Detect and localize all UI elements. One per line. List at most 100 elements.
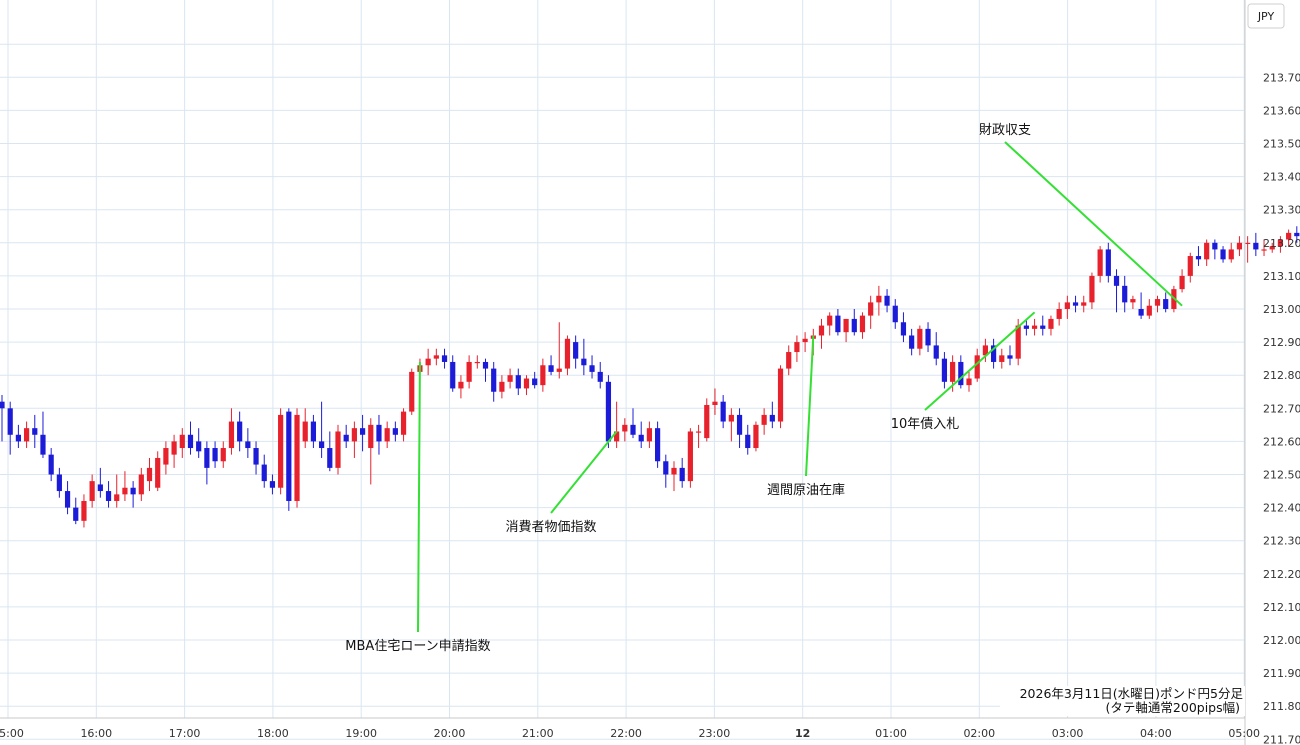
annotation-line [1004,141,1183,307]
y-tick-label: 211.900 [1263,667,1300,680]
candle-body [769,414,775,422]
candle-body [1072,302,1079,306]
candle-body [859,315,866,333]
annotation-line [550,430,618,514]
y-tick-label: 212.000 [1263,634,1300,647]
candle-body [523,378,530,389]
candle-body [384,428,390,442]
candle-body [1269,246,1275,250]
y-tick-label: 212.800 [1263,369,1300,382]
annotation-label: 週間原油在庫 [767,483,845,498]
candle-body [351,428,357,442]
candle-body [474,361,480,364]
candle-body [1064,302,1070,309]
x-tick-label: 21:00 [522,727,554,740]
candle-body [687,431,693,482]
candle-body [745,434,751,449]
candle-body [917,328,923,349]
candle-body [138,474,144,495]
y-tick-label: 213.700 [1263,71,1300,84]
candle-body [40,434,46,455]
candle-body [32,428,38,435]
candle-body [630,424,636,435]
x-tick-label: 12 [795,727,810,740]
candle-body [48,454,54,475]
candle-body [433,355,439,359]
annotation-label: 10年債入札 [891,417,960,432]
x-tick-label: 18:00 [257,727,289,740]
y-tick-label: 212.100 [1263,601,1300,614]
candle-body [7,408,13,435]
candle-body [1015,325,1021,359]
candle-body [1228,249,1234,260]
candle-body [73,507,79,521]
candle-body [1056,309,1062,319]
candle-body [909,335,915,349]
candle-body [900,322,907,336]
candle-body [1105,249,1111,276]
candle-body [507,375,513,382]
candle-body [761,414,767,425]
candle-body [187,434,194,449]
y-tick-label: 213.400 [1263,171,1300,184]
candle-body [974,355,980,379]
y-tick-label: 213.100 [1263,270,1300,283]
candle-body [622,424,628,432]
candle-body [1236,242,1243,250]
y-tick-label: 211.800 [1263,700,1300,713]
candle-body [868,302,874,316]
caption-background [1000,686,1245,716]
candle-body [1212,242,1218,250]
y-tick-label: 212.900 [1263,336,1300,349]
candle-body [777,368,784,422]
candle-body [400,411,407,435]
candle-body [704,404,710,439]
candle-body [892,305,898,323]
candle-body [1007,355,1013,359]
candle-body [695,431,702,433]
candle-body [884,295,890,306]
candle-body [1277,239,1284,247]
candle-body [999,355,1005,362]
candle-body [638,434,644,442]
candle-body [450,361,456,389]
x-tick-label: 04:00 [1140,727,1172,740]
candle-body [245,441,251,449]
candle-body [343,434,349,442]
candle-body [1163,299,1169,309]
candle-body [532,378,538,386]
x-tick-label: 23:00 [699,727,731,740]
y-tick-label: 213.200 [1263,237,1300,250]
candle-body [89,481,95,501]
candle-body [0,401,5,409]
candle-body [179,434,185,449]
candle-body [368,424,374,449]
y-tick-label: 212.200 [1263,568,1300,581]
candle-body [982,345,988,356]
candle-body [105,491,112,501]
x-tick-label: 15:00 [0,727,24,740]
candle-body [114,494,120,501]
candle-body [359,428,366,435]
candle-body [491,368,497,392]
y-tick-label: 213.300 [1263,204,1300,217]
candle-body [720,401,726,422]
candle-body [581,358,587,366]
candle-body [409,371,415,412]
annotation-label: 消費者物価指数 [505,520,596,535]
candle-body [515,375,521,389]
candle-body [327,448,333,468]
candle-body [1031,325,1038,329]
candle-body [933,345,939,359]
candle-body [540,365,546,386]
y-tick-label: 213.500 [1263,138,1300,151]
candle-body [196,441,202,452]
candle-body [925,328,931,346]
candle-body [466,361,472,382]
candle-body [1023,325,1029,329]
annotation-labels: MBA住宅ローン申請指数 消費者物価指数 週間原油在庫 10年債入札 財政収支 [345,123,1245,716]
candle-body [1261,249,1267,251]
candle-body [1187,256,1193,276]
candle-body [1089,275,1095,303]
